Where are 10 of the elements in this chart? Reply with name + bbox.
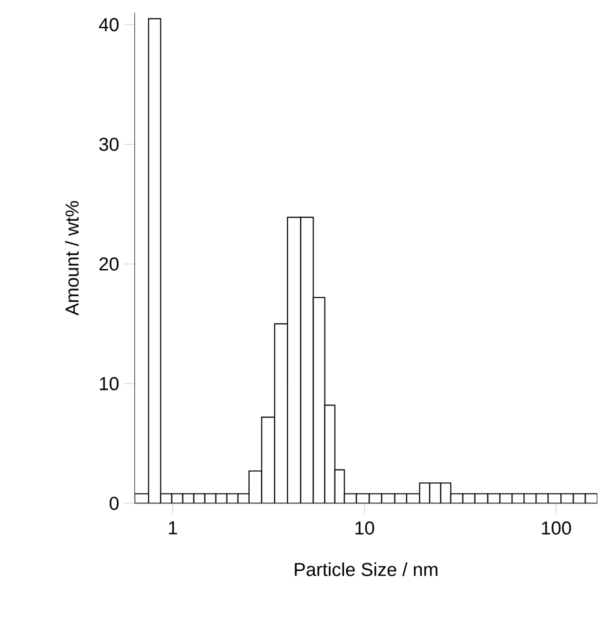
x-tick-label: 1 <box>168 521 178 534</box>
y-axis-title: Amount / wt% <box>64 201 79 316</box>
x-axis-title: Particle Size / nm <box>294 562 438 576</box>
x-tick-label: 100 <box>542 521 571 535</box>
y-tick-label: 30 <box>99 138 119 151</box>
x-tick-label: 10 <box>355 521 374 535</box>
y-tick-label: 20 <box>99 257 119 271</box>
y-tick-label: 10 <box>100 377 119 390</box>
y-tick-label: 40 <box>98 18 119 32</box>
y-tick-label: 0 <box>110 496 119 510</box>
